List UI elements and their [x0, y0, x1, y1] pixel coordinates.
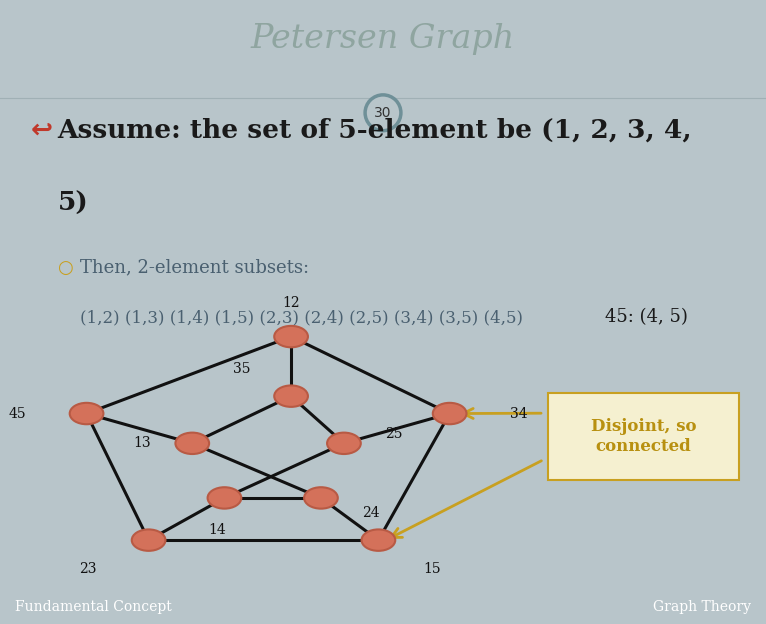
Text: 34: 34	[509, 407, 528, 421]
Text: ○: ○	[57, 259, 74, 276]
Text: (1,2) (1,3) (1,4) (1,5) (2,3) (2,4) (2,5) (3,4) (3,5) (4,5): (1,2) (1,3) (1,4) (1,5) (2,3) (2,4) (2,5…	[80, 310, 523, 327]
Text: Then, 2-element subsets:: Then, 2-element subsets:	[80, 259, 309, 276]
Text: 35: 35	[233, 363, 250, 376]
Circle shape	[274, 326, 308, 348]
Circle shape	[274, 386, 308, 407]
Circle shape	[70, 403, 103, 424]
Circle shape	[132, 529, 165, 551]
Circle shape	[175, 432, 209, 454]
Circle shape	[327, 432, 361, 454]
Circle shape	[365, 95, 401, 130]
Text: 24: 24	[362, 505, 380, 520]
Text: Petersen Graph: Petersen Graph	[251, 23, 515, 55]
Text: Graph Theory: Graph Theory	[653, 600, 751, 614]
Text: Fundamental Concept: Fundamental Concept	[15, 600, 172, 614]
Text: 45: 45	[8, 407, 27, 421]
Circle shape	[362, 529, 395, 551]
Text: Disjoint, so
connected: Disjoint, so connected	[591, 418, 696, 455]
Text: 23: 23	[79, 562, 96, 577]
Text: 30: 30	[375, 106, 391, 120]
Text: 13: 13	[133, 436, 152, 451]
Text: 12: 12	[282, 296, 300, 310]
Circle shape	[304, 487, 338, 509]
Text: 5): 5)	[57, 190, 88, 215]
Text: 15: 15	[423, 562, 441, 577]
Text: ↩: ↩	[31, 117, 53, 144]
Text: 25: 25	[385, 427, 402, 441]
Circle shape	[208, 487, 241, 509]
Text: 45: (4, 5): 45: (4, 5)	[605, 308, 688, 326]
FancyBboxPatch shape	[548, 392, 739, 480]
Circle shape	[433, 403, 466, 424]
Text: 14: 14	[208, 522, 226, 537]
Text: Assume: the set of 5-element be (1, 2, 3, 4,: Assume: the set of 5-element be (1, 2, 3…	[57, 117, 692, 142]
